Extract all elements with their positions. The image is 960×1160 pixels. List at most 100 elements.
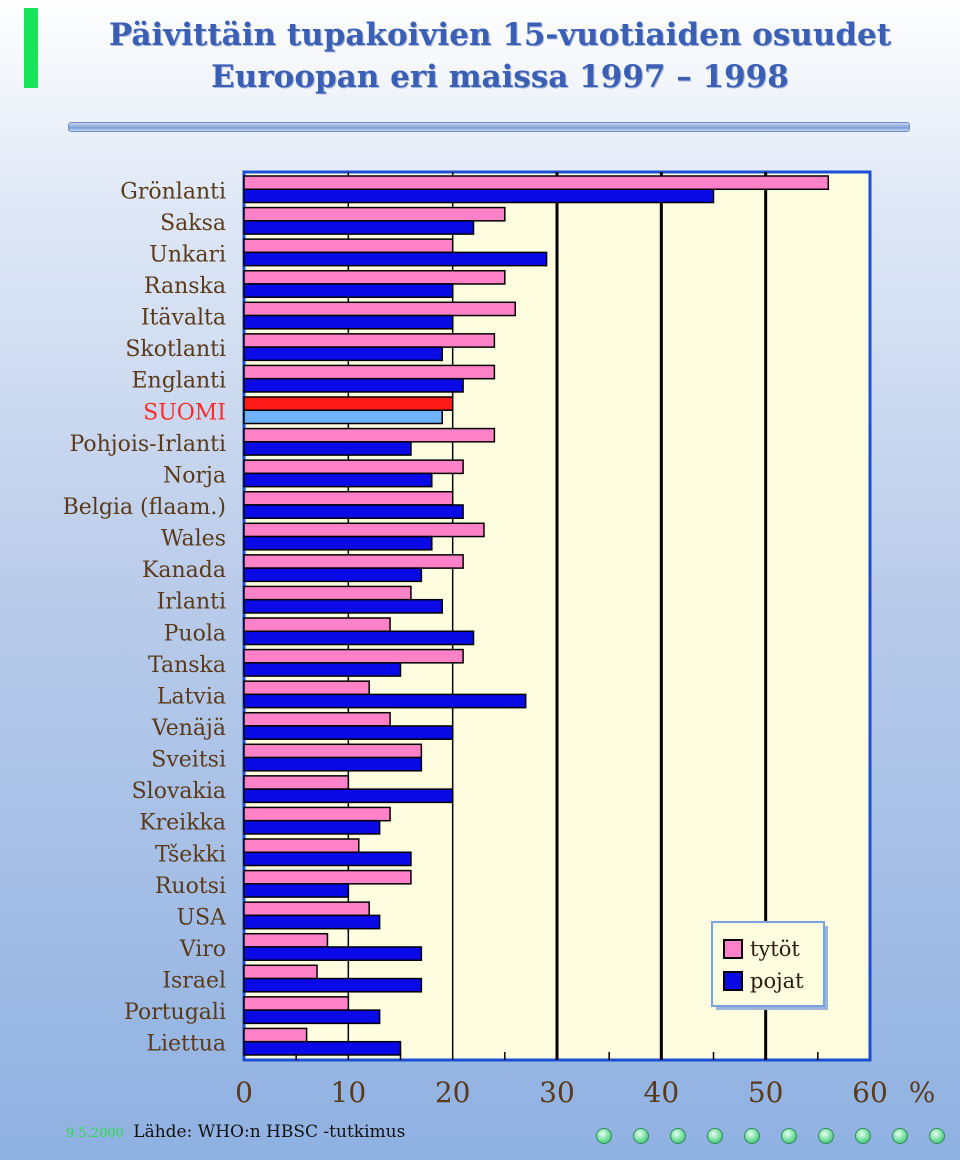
- bar-boys: [243, 346, 443, 362]
- category-label: Tšekki: [155, 842, 226, 867]
- bar-boys: [243, 819, 381, 835]
- nav-dot[interactable]: [707, 1128, 723, 1144]
- x-tick-label: 20: [435, 1076, 471, 1109]
- x-tick-label: 40: [644, 1076, 680, 1109]
- category-label: Sveitsi: [151, 748, 226, 773]
- bar-girls: [243, 1027, 308, 1043]
- x-tick-label: 10: [331, 1076, 367, 1109]
- footer-source: Lähde: WHO:n HBSC -tutkimus: [133, 1122, 406, 1142]
- category-label: Tanska: [148, 653, 226, 678]
- bar-boys: [243, 725, 454, 740]
- nav-dot[interactable]: [818, 1128, 834, 1144]
- bar-girls: [243, 743, 423, 759]
- bar-girls: [243, 711, 391, 727]
- title-divider: [68, 122, 910, 132]
- bar-boys: [243, 283, 454, 298]
- category-label: Irlanti: [157, 590, 226, 615]
- bar-boys: [243, 472, 433, 488]
- bar-boys: [243, 914, 381, 930]
- bar-girls: [243, 680, 370, 696]
- nav-dot[interactable]: [744, 1128, 760, 1144]
- bar-boys: [243, 377, 464, 393]
- bar-boys: [243, 314, 454, 330]
- category-label: Kreikka: [139, 811, 226, 836]
- slide-navigation: [596, 1128, 956, 1148]
- category-label: Venäjä: [151, 716, 226, 741]
- bar-boys: [243, 693, 527, 709]
- bar-boys: [243, 788, 454, 804]
- category-label: SUOMI: [143, 400, 226, 425]
- bar-girls: [243, 459, 464, 475]
- bar-boys: [243, 598, 443, 614]
- nav-dot[interactable]: [633, 1128, 649, 1144]
- x-tick-label: 0: [235, 1076, 253, 1109]
- bar-boys: [243, 504, 464, 519]
- bar-boys: [243, 883, 350, 898]
- bar-boys: [243, 662, 402, 677]
- title-line-1: Päivittäin tupakoivien 15-vuotiaiden osu…: [108, 17, 892, 53]
- bar-girls: [243, 806, 391, 822]
- category-label: Englanti: [131, 369, 226, 394]
- nav-dot[interactable]: [892, 1128, 908, 1144]
- x-tick-label: 50: [748, 1076, 784, 1109]
- category-label: Slovakia: [132, 779, 226, 804]
- bar-boys: [243, 251, 548, 267]
- x-unit-label: %: [909, 1076, 936, 1109]
- category-label: Puola: [164, 621, 226, 646]
- bar-boys: [243, 409, 443, 425]
- bar-girls: [243, 522, 485, 538]
- category-label: Wales: [161, 527, 226, 552]
- bar-boys: [243, 188, 715, 204]
- category-label: Belgia (flaam.): [63, 495, 226, 520]
- legend-swatch: [723, 971, 743, 991]
- bar-boys: [243, 220, 475, 235]
- nav-dot[interactable]: [855, 1128, 871, 1144]
- bar-girls: [243, 648, 464, 664]
- category-label: Ruotsi: [155, 874, 226, 899]
- nav-dot[interactable]: [596, 1128, 612, 1144]
- bar-girls: [243, 364, 496, 380]
- category-label: Itävalta: [141, 306, 226, 331]
- accent-bar: [24, 8, 38, 88]
- category-label: Saksa: [160, 211, 226, 236]
- footer: 9.5.2000 Lähde: WHO:n HBSC -tutkimus: [66, 1122, 405, 1142]
- nav-dot[interactable]: [670, 1128, 686, 1144]
- legend-label: pojat: [750, 969, 804, 993]
- category-label: Liettua: [146, 1032, 226, 1057]
- nav-dot[interactable]: [929, 1128, 945, 1144]
- bar-boys: [243, 946, 423, 961]
- footer-date: 9.5.2000: [66, 1126, 124, 1141]
- nav-dot[interactable]: [781, 1128, 797, 1144]
- category-label: Portugali: [124, 1000, 226, 1025]
- category-label: Skotlanti: [125, 337, 226, 362]
- x-tick-label: 60: [852, 1076, 888, 1109]
- category-label: Viro: [179, 937, 226, 962]
- legend-swatch: [723, 939, 743, 959]
- bar-girls: [243, 238, 454, 254]
- category-label: Grönlanti: [120, 179, 226, 204]
- bar-girls: [243, 175, 830, 191]
- bar-boys: [243, 756, 423, 772]
- bar-girls: [243, 901, 370, 917]
- bar-girls: [243, 333, 496, 348]
- bar-girls: [243, 396, 454, 412]
- bar-girls: [243, 554, 464, 569]
- bar-girls: [243, 206, 506, 222]
- category-label: Israel: [162, 969, 226, 994]
- bar-girls: [243, 838, 360, 854]
- bar-girls: [243, 932, 329, 948]
- legend: [711, 921, 825, 1007]
- bar-girls: [243, 269, 506, 285]
- bar-girls: [243, 585, 412, 601]
- bar-girls: [243, 996, 350, 1011]
- bar-boys: [243, 851, 412, 867]
- bar-boys: [243, 630, 475, 646]
- title-line-2: Euroopan eri maissa 1997 – 1998: [211, 59, 789, 95]
- bar-boys: [243, 567, 423, 583]
- bar-boys: [243, 441, 412, 456]
- category-label: Ranska: [144, 274, 226, 299]
- category-label: Norja: [163, 463, 226, 488]
- bar-boys: [243, 977, 423, 993]
- bar-girls: [243, 301, 517, 317]
